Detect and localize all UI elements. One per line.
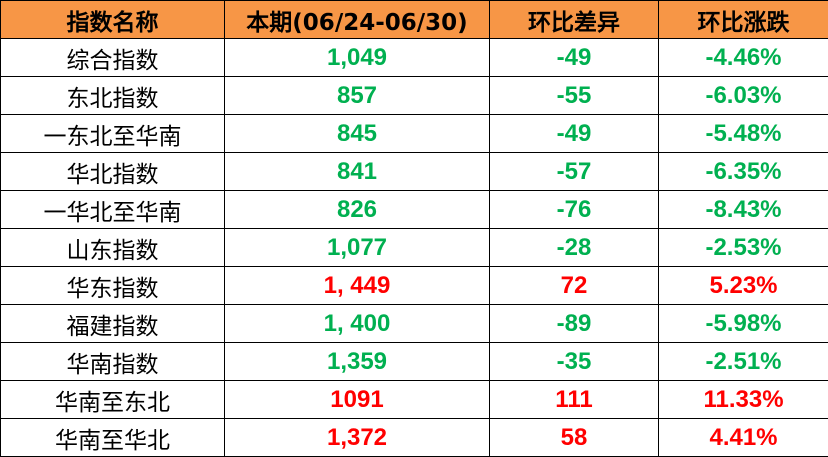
table-row: 华南至华北 1,372 58 4.41%	[0, 418, 828, 457]
value-cell: 1091	[224, 380, 490, 419]
pct-cell: -8.43%	[658, 190, 828, 229]
value-cell: 1, 400	[224, 304, 490, 343]
name-cell: 山东指数	[0, 228, 225, 267]
pct-cell: -2.53%	[658, 228, 828, 267]
diff-cell: -76	[489, 190, 659, 229]
value-cell: 826	[224, 190, 490, 229]
header-period: 本期(06/24-06/30)	[224, 0, 490, 39]
pct-cell: -5.48%	[658, 114, 828, 153]
diff-cell: 72	[489, 266, 659, 305]
table-row: 福建指数 1, 400 -89 -5.98%	[0, 304, 828, 343]
header-diff: 环比差异	[489, 0, 659, 39]
table-row: 一东北至华南 845 -49 -5.48%	[0, 114, 828, 153]
table-row: 华东指数 1, 449 72 5.23%	[0, 266, 828, 305]
pct-cell: -5.98%	[658, 304, 828, 343]
diff-cell: 111	[489, 380, 659, 419]
name-cell: 华东指数	[0, 266, 225, 305]
diff-cell: -49	[489, 114, 659, 153]
name-cell: 东北指数	[0, 76, 225, 115]
value-cell: 1,049	[224, 38, 490, 77]
value-cell: 1, 449	[224, 266, 490, 305]
name-cell: 华南至东北	[0, 380, 225, 419]
table-row: 山东指数 1,077 -28 -2.53%	[0, 228, 828, 267]
pct-cell: 5.23%	[658, 266, 828, 305]
diff-cell: -57	[489, 152, 659, 191]
pct-cell: -4.46%	[658, 38, 828, 77]
header-name: 指数名称	[0, 0, 225, 39]
value-cell: 857	[224, 76, 490, 115]
table-row: 一华北至华南 826 -76 -8.43%	[0, 190, 828, 229]
diff-cell: -49	[489, 38, 659, 77]
header-row: 指数名称 本期(06/24-06/30) 环比差异 环比涨跌	[0, 0, 828, 39]
pct-cell: 4.41%	[658, 418, 828, 457]
table-row: 华北指数 841 -57 -6.35%	[0, 152, 828, 191]
name-cell: 华南至华北	[0, 418, 225, 457]
pct-cell: -6.35%	[658, 152, 828, 191]
name-cell: 一华北至华南	[0, 190, 225, 229]
table-row: 综合指数 1,049 -49 -4.46%	[0, 38, 828, 77]
name-cell: 华北指数	[0, 152, 225, 191]
value-cell: 1,359	[224, 342, 490, 381]
value-cell: 1,077	[224, 228, 490, 267]
name-cell: 一东北至华南	[0, 114, 225, 153]
diff-cell: 58	[489, 418, 659, 457]
pct-cell: 11.33%	[658, 380, 828, 419]
diff-cell: -89	[489, 304, 659, 343]
table-row: 华南至东北 1091 111 11.33%	[0, 380, 828, 419]
name-cell: 华南指数	[0, 342, 225, 381]
table-row: 华南指数 1,359 -35 -2.51%	[0, 342, 828, 381]
value-cell: 841	[224, 152, 490, 191]
diff-cell: -55	[489, 76, 659, 115]
name-cell: 综合指数	[0, 38, 225, 77]
value-cell: 1,372	[224, 418, 490, 457]
table-row: 东北指数 857 -55 -6.03%	[0, 76, 828, 115]
pct-cell: -6.03%	[658, 76, 828, 115]
diff-cell: -35	[489, 342, 659, 381]
header-pct: 环比涨跌	[658, 0, 828, 39]
value-cell: 845	[224, 114, 490, 153]
name-cell: 福建指数	[0, 304, 225, 343]
diff-cell: -28	[489, 228, 659, 267]
pct-cell: -2.51%	[658, 342, 828, 381]
